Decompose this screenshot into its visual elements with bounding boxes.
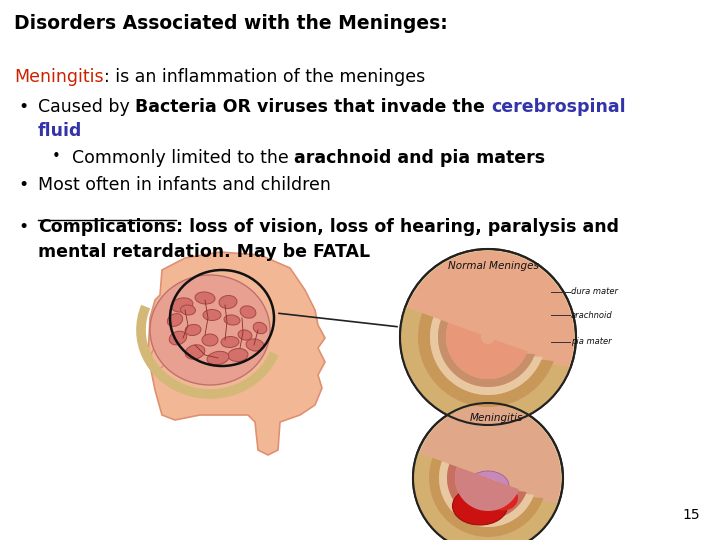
Text: •: • bbox=[18, 176, 28, 194]
Ellipse shape bbox=[181, 305, 196, 315]
Text: arachnoid and pia maters: arachnoid and pia maters bbox=[294, 149, 545, 167]
Text: •: • bbox=[18, 218, 28, 236]
Text: Meningitis: Meningitis bbox=[469, 413, 523, 423]
Ellipse shape bbox=[167, 314, 183, 326]
Text: : is an inflammation of the meninges: : is an inflammation of the meninges bbox=[104, 68, 425, 86]
Ellipse shape bbox=[488, 485, 518, 510]
Ellipse shape bbox=[246, 339, 264, 351]
Text: pia mater: pia mater bbox=[571, 338, 611, 347]
Ellipse shape bbox=[185, 325, 201, 335]
PathPatch shape bbox=[430, 317, 542, 395]
Ellipse shape bbox=[221, 336, 239, 348]
Ellipse shape bbox=[150, 275, 270, 385]
Circle shape bbox=[400, 249, 576, 425]
Ellipse shape bbox=[219, 295, 237, 308]
Ellipse shape bbox=[195, 292, 215, 304]
PathPatch shape bbox=[439, 461, 534, 527]
Ellipse shape bbox=[202, 334, 218, 346]
PathPatch shape bbox=[455, 467, 519, 511]
Ellipse shape bbox=[171, 298, 193, 312]
Text: mental retardation. May be FATAL: mental retardation. May be FATAL bbox=[38, 243, 370, 261]
Text: cerebrospinal: cerebrospinal bbox=[491, 98, 626, 116]
PathPatch shape bbox=[429, 458, 544, 537]
Ellipse shape bbox=[224, 315, 240, 325]
Ellipse shape bbox=[203, 309, 221, 321]
Circle shape bbox=[415, 405, 561, 540]
Ellipse shape bbox=[185, 345, 204, 359]
Text: Caused by: Caused by bbox=[38, 98, 135, 116]
Ellipse shape bbox=[240, 306, 256, 318]
Text: Meningitis: Meningitis bbox=[14, 68, 104, 86]
Ellipse shape bbox=[238, 330, 252, 340]
Text: : loss of vision, loss of hearing, paralysis and: : loss of vision, loss of hearing, paral… bbox=[176, 218, 619, 236]
PathPatch shape bbox=[148, 252, 325, 455]
Text: Normal Meninges: Normal Meninges bbox=[448, 261, 539, 271]
Text: Most often in infants and children: Most often in infants and children bbox=[38, 176, 331, 194]
Text: arachnoid: arachnoid bbox=[571, 310, 613, 320]
Ellipse shape bbox=[169, 331, 186, 345]
PathPatch shape bbox=[446, 322, 528, 379]
Text: dura mater: dura mater bbox=[571, 287, 618, 296]
Text: 15: 15 bbox=[683, 508, 700, 522]
Text: Bacteria OR viruses that invade the: Bacteria OR viruses that invade the bbox=[135, 98, 491, 116]
Text: •: • bbox=[52, 149, 60, 164]
Ellipse shape bbox=[228, 348, 248, 362]
Ellipse shape bbox=[207, 352, 229, 365]
Circle shape bbox=[413, 403, 563, 540]
Text: fluid: fluid bbox=[38, 122, 82, 140]
Ellipse shape bbox=[151, 347, 165, 369]
Ellipse shape bbox=[473, 479, 503, 501]
Ellipse shape bbox=[467, 471, 509, 501]
PathPatch shape bbox=[400, 307, 571, 425]
Text: Complications: Complications bbox=[38, 218, 176, 236]
PathPatch shape bbox=[413, 453, 559, 540]
PathPatch shape bbox=[447, 464, 526, 519]
Text: Disorders Associated with the Meninges:: Disorders Associated with the Meninges: bbox=[14, 14, 448, 33]
PathPatch shape bbox=[438, 320, 535, 387]
Text: •: • bbox=[18, 98, 28, 116]
Ellipse shape bbox=[253, 322, 267, 334]
Text: Commonly limited to the: Commonly limited to the bbox=[72, 149, 294, 167]
Circle shape bbox=[402, 251, 574, 423]
PathPatch shape bbox=[418, 313, 554, 407]
Ellipse shape bbox=[452, 487, 508, 525]
